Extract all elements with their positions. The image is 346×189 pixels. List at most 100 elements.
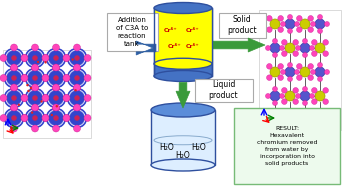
Circle shape [293, 51, 299, 57]
Circle shape [70, 91, 84, 105]
Circle shape [48, 70, 64, 85]
Circle shape [42, 54, 49, 61]
Circle shape [300, 113, 310, 123]
Circle shape [323, 88, 328, 93]
Circle shape [73, 84, 81, 91]
Text: Cr⁶⁺: Cr⁶⁺ [168, 43, 182, 49]
Circle shape [308, 75, 313, 81]
Circle shape [42, 115, 49, 122]
Circle shape [53, 85, 60, 92]
Circle shape [84, 54, 91, 61]
Bar [3, 50, 91, 138]
Circle shape [37, 61, 39, 63]
Bar [154, 8, 212, 76]
Circle shape [10, 65, 18, 72]
FancyBboxPatch shape [194, 78, 253, 101]
Circle shape [297, 121, 302, 126]
Circle shape [42, 94, 49, 101]
Circle shape [42, 74, 49, 81]
Bar [154, 8, 212, 64]
Circle shape [302, 39, 308, 43]
Circle shape [70, 50, 84, 66]
Circle shape [74, 56, 80, 60]
Circle shape [26, 84, 29, 86]
Circle shape [281, 115, 285, 121]
Circle shape [46, 49, 65, 67]
Circle shape [288, 108, 292, 114]
Circle shape [278, 15, 283, 21]
Circle shape [315, 67, 325, 77]
Circle shape [265, 94, 271, 98]
Circle shape [10, 125, 18, 132]
Circle shape [11, 115, 17, 121]
Circle shape [266, 110, 272, 115]
Circle shape [27, 111, 43, 125]
Circle shape [51, 114, 53, 116]
Circle shape [285, 19, 295, 29]
Circle shape [323, 40, 328, 45]
Text: Cr⁶⁺: Cr⁶⁺ [164, 28, 178, 33]
Circle shape [54, 75, 58, 81]
Circle shape [297, 15, 302, 21]
Circle shape [0, 115, 7, 122]
Circle shape [311, 88, 317, 93]
Circle shape [294, 115, 300, 121]
Circle shape [63, 115, 70, 122]
Circle shape [67, 49, 86, 67]
Text: RESULT:
Hexavalent
chromium removed
from water by
incorporation into
solid produ: RESULT: Hexavalent chromium removed from… [257, 125, 317, 167]
Circle shape [31, 85, 38, 92]
Circle shape [315, 19, 325, 29]
Circle shape [73, 44, 81, 51]
Circle shape [48, 111, 64, 125]
Circle shape [282, 40, 287, 45]
Circle shape [73, 64, 81, 71]
Circle shape [273, 87, 277, 91]
Circle shape [282, 99, 287, 105]
Circle shape [7, 91, 21, 105]
Circle shape [273, 101, 277, 105]
Circle shape [26, 88, 45, 108]
Circle shape [310, 22, 316, 26]
Circle shape [285, 43, 295, 53]
Circle shape [297, 64, 302, 69]
Circle shape [311, 40, 317, 45]
Circle shape [26, 108, 45, 128]
Circle shape [63, 115, 70, 122]
Text: Liquid
product: Liquid product [209, 80, 238, 100]
Circle shape [278, 121, 283, 126]
Circle shape [56, 105, 58, 107]
Circle shape [11, 56, 17, 60]
Polygon shape [213, 38, 265, 52]
Circle shape [63, 94, 70, 101]
Circle shape [21, 94, 28, 101]
Circle shape [270, 67, 280, 77]
Ellipse shape [154, 2, 212, 13]
Circle shape [53, 44, 60, 51]
Circle shape [73, 85, 81, 92]
Circle shape [72, 58, 74, 61]
Circle shape [53, 65, 60, 72]
Circle shape [270, 19, 280, 29]
Circle shape [31, 44, 38, 51]
Circle shape [281, 22, 285, 26]
Circle shape [10, 84, 18, 91]
Circle shape [53, 105, 60, 112]
FancyBboxPatch shape [234, 108, 340, 184]
Circle shape [48, 91, 64, 105]
Text: Solid
product: Solid product [227, 15, 257, 35]
Circle shape [4, 49, 24, 67]
Circle shape [33, 56, 37, 60]
Circle shape [297, 110, 302, 115]
Circle shape [63, 54, 70, 61]
Circle shape [84, 94, 91, 101]
Circle shape [295, 94, 300, 98]
Circle shape [46, 108, 65, 128]
Circle shape [21, 74, 28, 81]
Circle shape [297, 27, 302, 33]
Circle shape [74, 115, 80, 121]
Circle shape [31, 111, 33, 114]
Circle shape [265, 46, 271, 50]
Circle shape [288, 63, 292, 67]
Circle shape [280, 46, 284, 50]
Circle shape [293, 99, 299, 105]
